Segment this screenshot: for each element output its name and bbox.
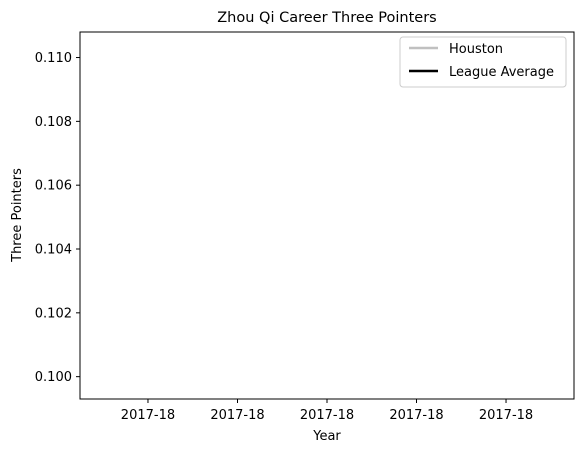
y-tick-label: 0.106 <box>35 179 72 194</box>
x-axis-label: Year <box>312 429 341 444</box>
x-tick-label: 2017-18 <box>479 408 533 423</box>
y-tick-label: 0.102 <box>35 306 72 321</box>
x-tick-label: 2017-18 <box>121 408 175 423</box>
y-axis-label: Three Pointers <box>10 168 25 263</box>
x-tick-label: 2017-18 <box>300 408 354 423</box>
x-tick-label: 2017-18 <box>389 408 443 423</box>
y-tick-label: 0.108 <box>35 115 72 130</box>
legend: Houston League Average <box>400 37 566 87</box>
y-tick-label: 0.110 <box>35 51 72 66</box>
legend-league-average-label: League Average <box>449 65 554 80</box>
y-tick-label: 0.104 <box>35 243 72 258</box>
y-tick-label: 0.100 <box>35 370 72 385</box>
x-tick-label: 2017-18 <box>210 408 264 423</box>
legend-houston-label: Houston <box>449 42 503 57</box>
chart-title: Zhou Qi Career Three Pointers <box>217 10 437 26</box>
